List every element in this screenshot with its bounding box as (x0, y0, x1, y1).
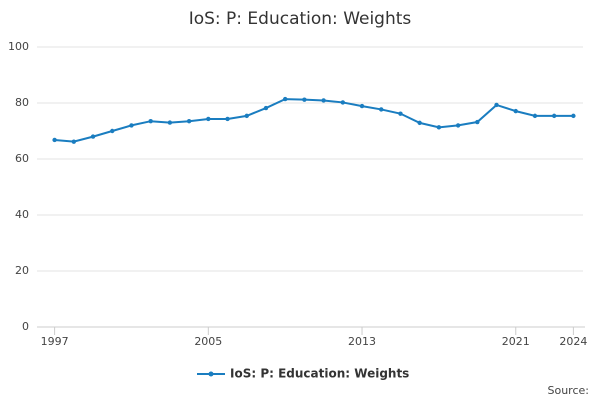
point (167, 120, 173, 125)
point (340, 100, 346, 105)
point (263, 105, 269, 111)
point (321, 98, 326, 103)
point (417, 120, 422, 126)
point (475, 119, 480, 125)
point (571, 113, 576, 119)
point (71, 139, 77, 144)
point (532, 113, 538, 119)
point (110, 128, 115, 134)
x-tick-label: 2005 (194, 335, 222, 348)
source: Source: (548, 384, 590, 397)
point (513, 108, 518, 114)
point (398, 111, 403, 116)
point (551, 113, 557, 119)
y-tick-label: 40 (15, 208, 29, 221)
point (494, 102, 499, 108)
y-tick-label: 20 (15, 264, 29, 277)
point (359, 103, 365, 109)
legend-label: IoS: P: Education: Weights (230, 367, 409, 381)
x-tick-label: 2024 (559, 335, 587, 348)
point (282, 96, 288, 102)
point (436, 125, 442, 130)
point (148, 119, 153, 124)
point (455, 123, 461, 128)
point (302, 97, 307, 102)
point (244, 113, 249, 119)
line (54, 98, 574, 143)
point (186, 119, 192, 124)
x-tick-label: 2021 (502, 335, 530, 348)
x-tick-label: 1997 (41, 335, 69, 348)
y-tick-label: 60 (15, 152, 29, 165)
point (129, 123, 134, 128)
y-tick-label: 100 (8, 40, 29, 53)
y-tick-label: 0 (22, 320, 29, 333)
point (379, 107, 384, 112)
point (206, 116, 211, 122)
point (90, 134, 96, 139)
point (225, 116, 230, 122)
point (52, 137, 57, 143)
chart-title: IoS: P: Education: Weights (189, 9, 412, 29)
y-tick-label: 80 (15, 96, 29, 109)
x-tick-label: 2013 (348, 335, 376, 348)
legend-marker (208, 371, 214, 377)
